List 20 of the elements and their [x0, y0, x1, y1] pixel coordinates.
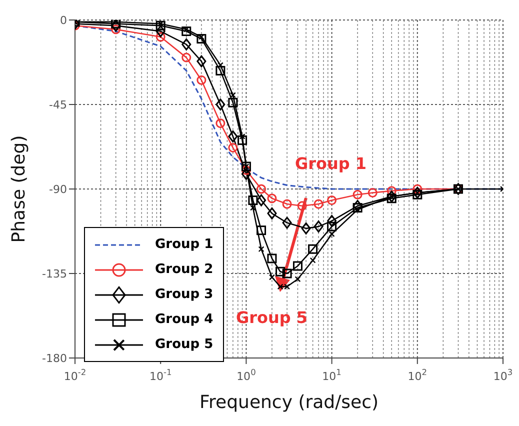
y-tick-label: 0 [60, 14, 67, 27]
x-tick-label: 10$^{2}$ [408, 367, 428, 383]
annotation: Group 5 [236, 308, 308, 327]
legend-label: Group 1 [155, 237, 214, 252]
x-tick-label: 10$^{0}$ [236, 367, 256, 383]
y-axis-title: Phase (deg) [8, 135, 30, 243]
legend-label: Group 2 [155, 262, 214, 277]
y-tick-label: -45 [49, 98, 67, 112]
x-tick-label: 10$^{3}$ [493, 367, 513, 383]
y-tick-label: -180 [42, 352, 67, 365]
legend-label: Group 4 [155, 312, 214, 327]
legend-label: Group 3 [155, 287, 214, 302]
y-tick-label: -90 [49, 182, 67, 196]
annotation: Group 1 [295, 154, 367, 173]
x-axis-title: Frequency (rad/sec) [199, 392, 379, 413]
x-tick-label: 10$^{1}$ [322, 367, 342, 383]
x-tick-label: 10$^{-1}$ [149, 367, 172, 383]
x-tick-label: 10$^{-2}$ [64, 367, 86, 383]
legend-label: Group 5 [155, 337, 214, 352]
y-tick-label: -135 [42, 267, 67, 280]
